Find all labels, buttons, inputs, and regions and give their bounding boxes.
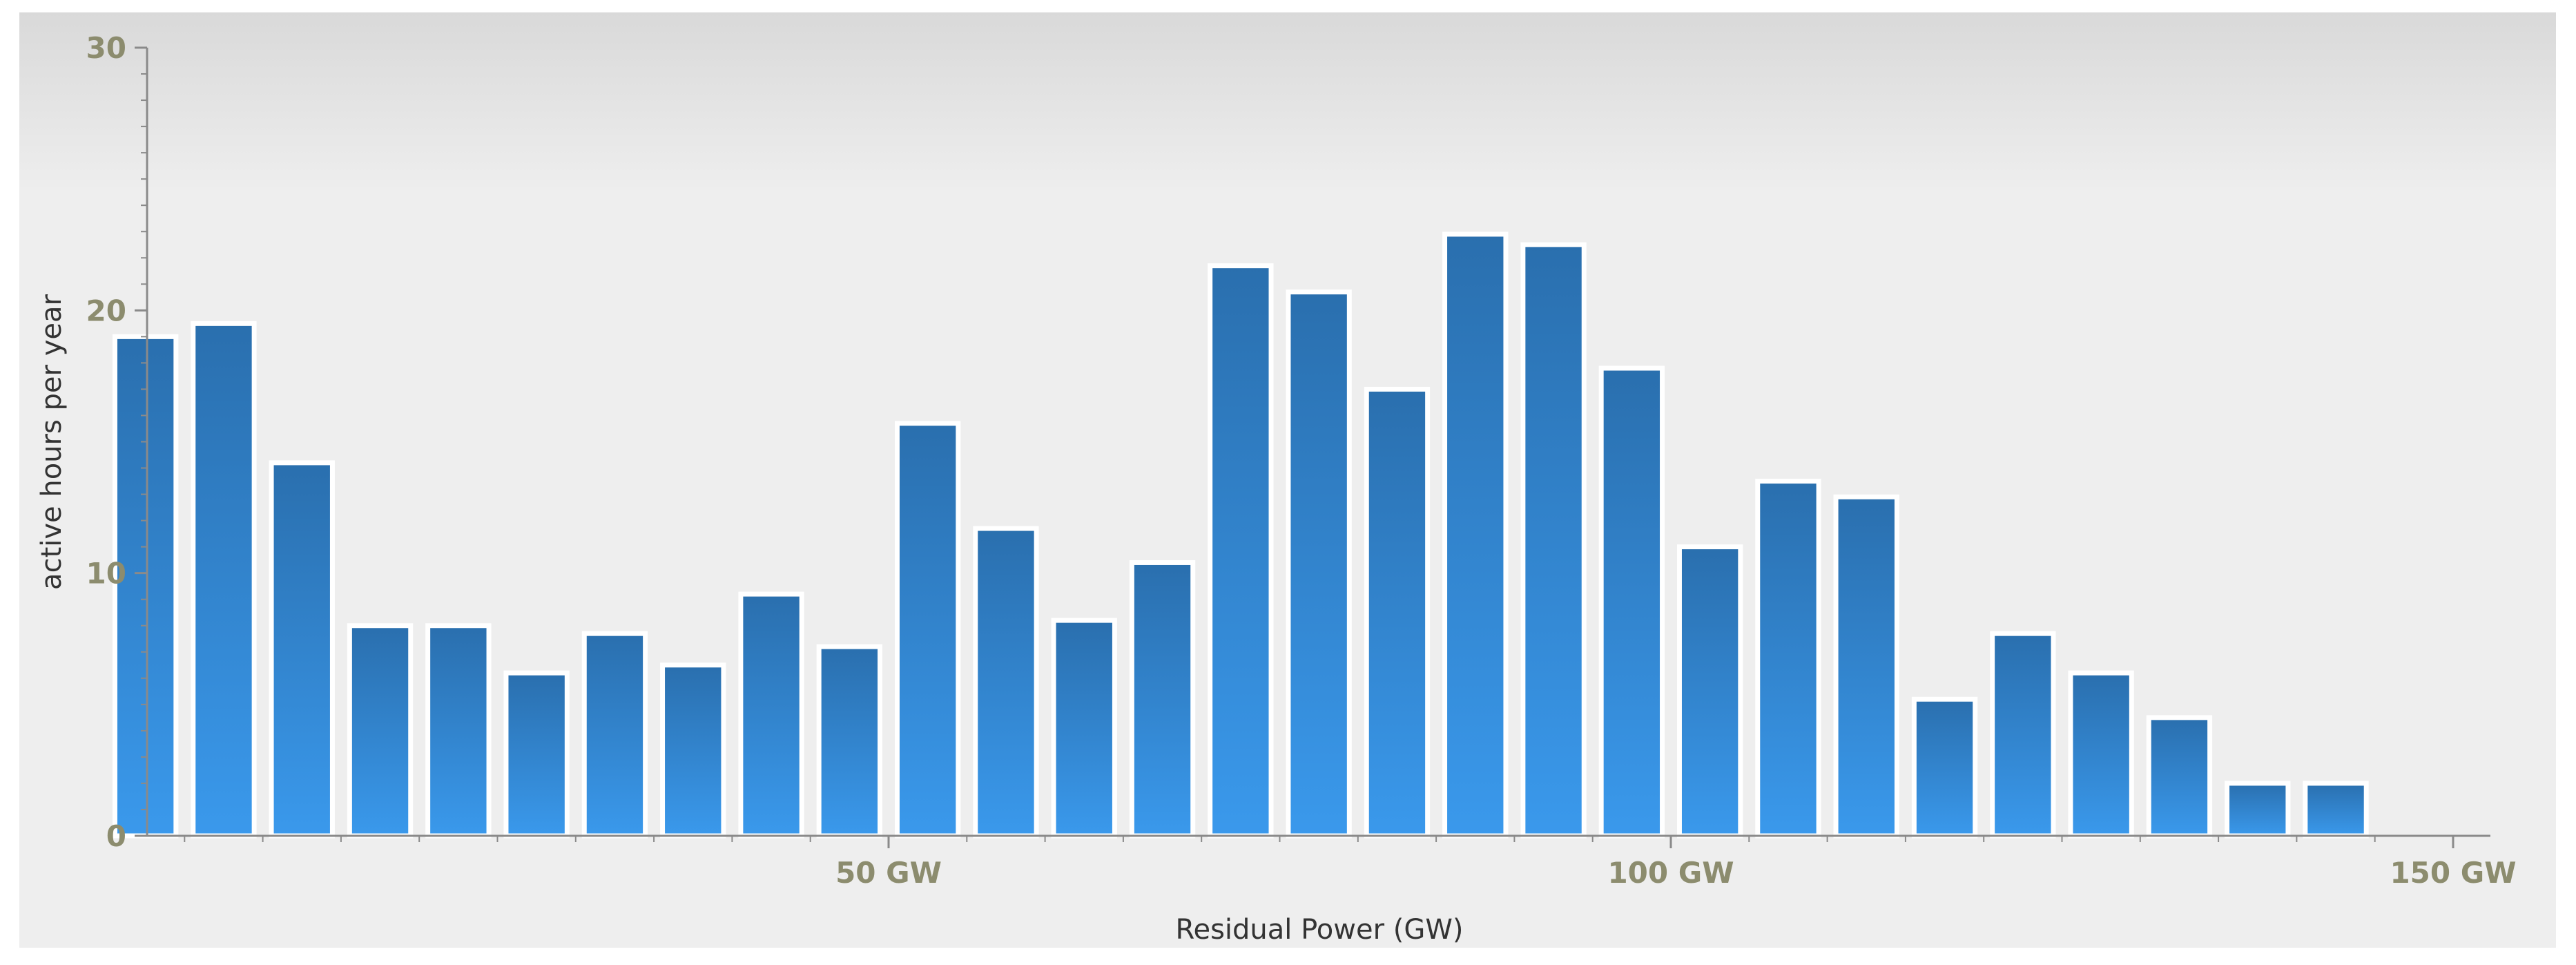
bar <box>112 334 179 839</box>
y-tick-label: 30 <box>86 31 126 65</box>
bar <box>347 623 414 839</box>
y-tick-label: 10 <box>86 557 126 591</box>
bar <box>1442 231 1509 839</box>
bar <box>894 421 961 839</box>
bar <box>1598 365 1665 839</box>
bar <box>269 460 335 839</box>
bar <box>1286 289 1352 839</box>
bar <box>1520 242 1587 839</box>
bar <box>738 591 804 839</box>
y-tick-label: 0 <box>106 819 126 853</box>
bar <box>1990 631 2056 839</box>
y-axis-title: active hours per year <box>36 294 68 590</box>
bars-group <box>112 231 2369 839</box>
bar <box>973 526 1039 839</box>
bar <box>1051 618 1117 839</box>
x-axis-title: Residual Power (GW) <box>1175 914 1463 946</box>
bar <box>2146 715 2213 839</box>
bar <box>816 644 883 839</box>
bar <box>191 321 257 839</box>
bar <box>425 623 492 839</box>
x-tick-label: 150 GW <box>2390 856 2516 890</box>
bar <box>581 631 648 839</box>
bar <box>1364 386 1431 839</box>
bar <box>2068 670 2134 839</box>
bar <box>660 662 726 839</box>
y-tick-label: 20 <box>86 294 126 327</box>
bar <box>2225 781 2291 839</box>
x-tick-label: 50 GW <box>835 856 942 890</box>
bar <box>1833 494 1899 839</box>
bar <box>1676 544 1743 839</box>
bar <box>503 670 570 839</box>
bar <box>1755 479 1821 839</box>
bar <box>2303 781 2369 839</box>
bar <box>1208 263 1274 839</box>
labels-group: 0 10 20 30 50 GW 100 GW 150 GW <box>86 31 2517 890</box>
bar <box>1911 696 1978 839</box>
bar <box>1129 560 1196 839</box>
axes-group <box>135 46 2490 848</box>
x-tick-label: 100 GW <box>1607 856 1734 890</box>
